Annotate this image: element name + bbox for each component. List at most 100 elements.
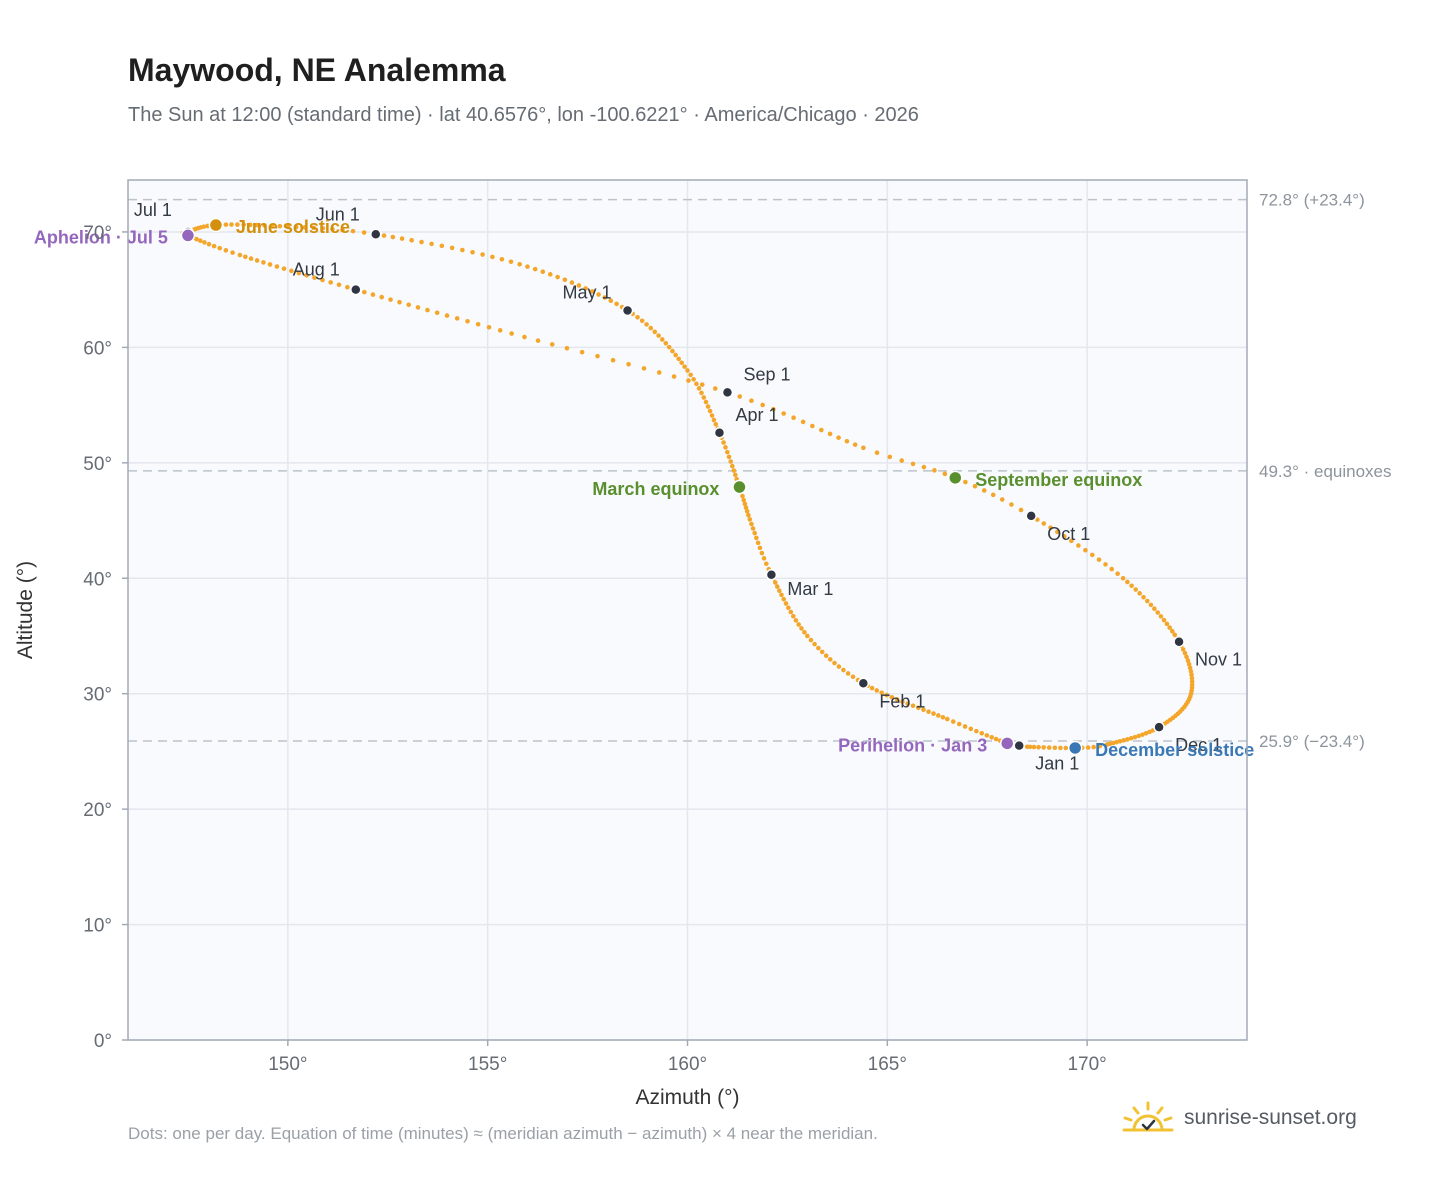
daily-sun-dot xyxy=(569,280,575,285)
daily-sun-dot xyxy=(696,386,702,391)
daily-sun-dot xyxy=(1189,679,1195,684)
daily-sun-dot xyxy=(694,381,699,387)
reference-lines: 72.8° (+23.4°) 49.3° · equinoxes 25.9° (−2… xyxy=(128,191,1392,751)
daily-sun-dot xyxy=(1052,745,1058,751)
daily-sun-dot xyxy=(950,719,956,724)
daily-sun-dot xyxy=(1097,743,1103,749)
chart-subtitle: The Sun at 12:00 (standard time) · lat 4… xyxy=(128,104,919,126)
daily-sun-dot xyxy=(979,731,985,736)
daily-sun-dot xyxy=(810,423,815,429)
daily-sun-dot xyxy=(1055,529,1060,535)
daily-sun-dot xyxy=(583,286,588,291)
daily-sun-dot xyxy=(781,411,786,416)
daily-sun-dot xyxy=(535,338,541,343)
daily-sun-dot xyxy=(486,324,492,330)
event-marker-dot xyxy=(999,736,1015,751)
daily-sun-dot xyxy=(1109,566,1115,572)
daily-sun-dot xyxy=(1120,575,1126,581)
reference-line-label: 49.3° · equinoxes xyxy=(1259,462,1392,481)
month-marker-label: Nov 1 xyxy=(1195,650,1242,670)
event-marker-dot xyxy=(732,479,747,495)
daily-sun-dot xyxy=(1189,672,1194,678)
daily-sun-dot xyxy=(509,331,514,336)
daily-sun-dot xyxy=(808,637,814,643)
daily-sun-dot xyxy=(956,721,962,727)
daily-sun-dot xyxy=(791,613,796,619)
daily-sun-dot xyxy=(274,264,280,269)
daily-sun-dot xyxy=(741,497,747,503)
daily-sun-dot xyxy=(737,394,743,399)
daily-sun-dot xyxy=(350,228,356,234)
daily-sun-dot xyxy=(1069,538,1074,544)
daily-sun-dot xyxy=(517,261,522,267)
daily-sun-dot xyxy=(1164,621,1170,627)
daily-sun-dot xyxy=(439,243,445,249)
daily-sun-dot xyxy=(730,463,735,469)
chart-title: Maywood, NE Analemma xyxy=(128,52,506,88)
event-marker-label: September equinox xyxy=(975,470,1142,490)
daily-sun-dot xyxy=(1133,587,1139,592)
daily-sun-dot xyxy=(549,342,555,347)
x-tick-label: 165° xyxy=(868,1054,907,1075)
brand-link[interactable]: sunrise-sunset.org xyxy=(1120,1100,1357,1136)
daily-sun-dot xyxy=(1115,571,1120,577)
daily-sun-dot xyxy=(202,240,207,245)
daily-sun-dot xyxy=(940,715,946,720)
daily-sun-dot xyxy=(900,699,905,704)
daily-sun-dot xyxy=(926,709,931,715)
daily-sun-dot xyxy=(345,284,350,290)
daily-sun-dot xyxy=(1140,732,1145,737)
month-marker-label: Feb 1 xyxy=(879,691,925,711)
daily-sun-dot xyxy=(761,556,767,561)
daily-sun-dot xyxy=(429,241,434,247)
daily-sun-dot xyxy=(480,252,485,257)
month-marker-label: Jun 1 xyxy=(316,204,360,224)
daily-sun-dot xyxy=(296,270,302,276)
daily-sun-dot xyxy=(576,283,582,288)
daily-sun-dot xyxy=(312,275,317,280)
daily-sun-dot xyxy=(779,592,784,598)
daily-sun-dot xyxy=(759,550,765,556)
y-tick-label: 70° xyxy=(83,223,112,244)
daily-sun-dot xyxy=(1148,602,1154,608)
daily-sun-dot xyxy=(932,468,937,473)
month-marker-label: Jul 1 xyxy=(134,200,172,220)
daily-sun-dot xyxy=(235,222,240,227)
daily-sun-dot xyxy=(409,237,414,243)
daily-sun-dot xyxy=(1121,738,1127,743)
daily-sun-dot xyxy=(415,305,421,310)
daily-sun-dot xyxy=(874,450,880,456)
daily-sun-dot xyxy=(1137,591,1142,596)
daily-sun-dot xyxy=(725,449,730,455)
daily-sun-dot xyxy=(726,454,732,460)
daily-sun-dot xyxy=(800,419,806,425)
brand-text[interactable]: sunrise-sunset.org xyxy=(1184,1106,1357,1129)
daily-sun-dot xyxy=(942,471,948,477)
month-marker-dot xyxy=(1153,721,1165,733)
month-marker-dot xyxy=(1173,635,1185,648)
daily-sun-dot xyxy=(931,711,936,716)
daily-sun-dot xyxy=(656,370,662,375)
daily-sun-dot xyxy=(237,252,243,258)
daily-sun-dot xyxy=(1132,734,1138,740)
month-marker-dot xyxy=(621,304,634,317)
daily-sun-dot xyxy=(772,580,778,585)
month-marker-dot xyxy=(350,283,362,296)
daily-sun-dot xyxy=(836,664,842,669)
daily-sun-dot xyxy=(910,703,916,709)
daily-sun-dot xyxy=(1180,647,1186,652)
daily-sun-dot xyxy=(921,707,926,713)
daily-sun-dot xyxy=(635,314,640,320)
event-marker-dot xyxy=(1067,740,1083,756)
daily-sun-dot xyxy=(419,239,424,245)
daily-sun-dot xyxy=(827,431,833,437)
daily-sun-dot xyxy=(972,483,978,489)
daily-sun-dot xyxy=(1125,737,1130,742)
daily-sun-dot xyxy=(861,445,866,451)
daily-sun-dot xyxy=(705,404,711,409)
daily-sun-dot xyxy=(1169,628,1175,634)
daily-sun-dot xyxy=(608,298,614,303)
daily-sun-dot xyxy=(320,226,326,231)
daily-sun-dot xyxy=(993,736,999,742)
daily-sun-dot xyxy=(229,222,234,227)
